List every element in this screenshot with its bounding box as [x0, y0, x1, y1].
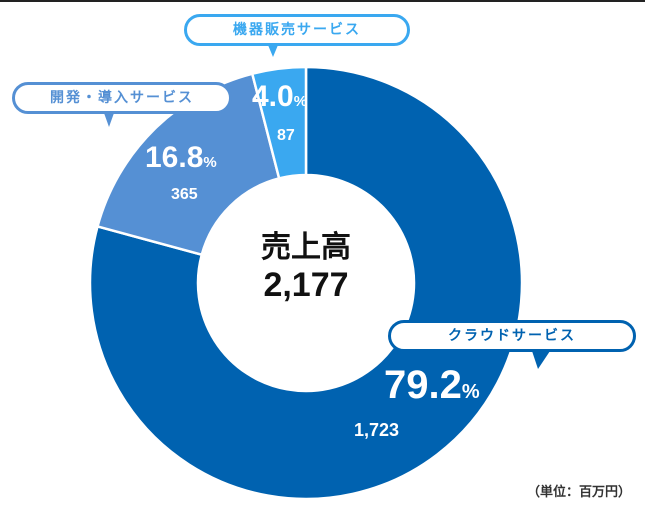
- label-equipment-service: 機器販売サービス: [184, 14, 410, 46]
- label-dev-service: 開発・導入サービス: [12, 82, 232, 114]
- callout-tail: [268, 45, 278, 57]
- pct-dev: 16.8%: [145, 141, 217, 174]
- value-equipment: 87: [277, 127, 295, 144]
- pct-cloud: 79.2%: [384, 363, 480, 407]
- top-border: [0, 0, 645, 2]
- donut-slice-2: [250, 65, 308, 180]
- donut-slice-1: [96, 72, 281, 257]
- value-cloud: 1,723: [354, 420, 400, 440]
- callout-tail: [532, 351, 550, 369]
- value-dev: 365: [171, 186, 198, 203]
- pct-equipment: 4.0%: [252, 80, 308, 113]
- callout-tail: [104, 113, 114, 127]
- donut-slice-0: [88, 65, 524, 501]
- center-total: 2,177: [263, 266, 349, 304]
- center-title: 売上高: [261, 230, 351, 265]
- unit-note: （単位：百万円）: [526, 485, 631, 500]
- label-cloud-service: クラウドサービス: [388, 320, 636, 352]
